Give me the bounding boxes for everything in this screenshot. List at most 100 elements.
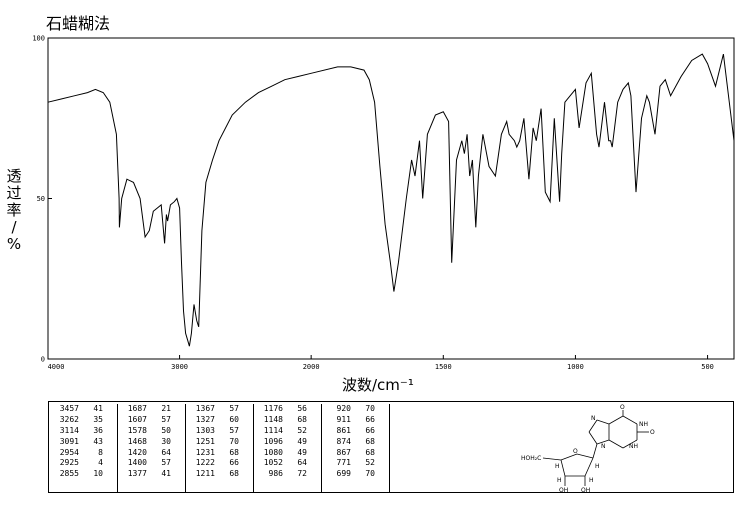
peak-transmittance: 66 xyxy=(365,425,375,435)
chemical-structure: O NH O NH N N O HOH₂C H H H H OH OH xyxy=(521,404,655,492)
peak-table-row: 1578 50 xyxy=(117,426,185,437)
peak-table-row: 1251 70 xyxy=(185,437,253,448)
peak-wavenumber: 1327 xyxy=(195,414,215,424)
y-axis-label: 透过率 /% xyxy=(4,168,24,253)
peak-table-row: 1052 64 xyxy=(253,458,321,469)
peak-wavenumber: 1468 xyxy=(127,436,147,446)
ir-spectrum-chart: 4000 3000 2000 1500 1000 500 0 50 100 xyxy=(32,35,735,372)
y-axis-label-char: / xyxy=(11,218,17,236)
y-axis-label-char: 透 xyxy=(6,167,22,185)
y-tick-label: 50 xyxy=(37,195,45,203)
y-tick-label: 0 xyxy=(41,356,45,364)
spectrum-line xyxy=(47,53,735,347)
peak-table-row: 1114 52 xyxy=(253,426,321,437)
peak-transmittance: 41 xyxy=(161,469,171,479)
peak-transmittance: 70 xyxy=(365,469,375,479)
atom-h2: H xyxy=(595,463,600,470)
peak-table-row: 3457 41 xyxy=(49,404,117,415)
peak-table-row: 3262 35 xyxy=(49,415,117,426)
peak-transmittance: 57 xyxy=(161,414,171,424)
peak-table-row: 1231 68 xyxy=(185,448,253,459)
peak-transmittance: 57 xyxy=(229,425,239,435)
peak-table-row: 920 70 xyxy=(321,404,389,415)
peak-transmittance: 43 xyxy=(93,436,103,446)
peak-table: O NH O NH N N O HOH₂C H H H H OH OH 3457… xyxy=(48,401,734,493)
peak-table-row: 699 70 xyxy=(321,469,389,480)
peak-table-row: 1096 49 xyxy=(253,437,321,448)
peak-transmittance: 41 xyxy=(93,404,103,413)
peak-table-row: 1420 64 xyxy=(117,448,185,459)
peak-transmittance: 57 xyxy=(161,458,171,468)
axis-ticks: 4000 3000 2000 1500 1000 500 0 50 100 xyxy=(32,35,714,372)
peak-wavenumber: 874 xyxy=(336,436,351,446)
peak-transmittance: 64 xyxy=(161,447,171,457)
peak-wavenumber: 1303 xyxy=(195,425,215,435)
peak-table-row: 1327 60 xyxy=(185,415,253,426)
peak-wavenumber: 3457 xyxy=(59,404,79,413)
peak-table-column: 920 70 911 66 861 66 874 68 867 68 771 52 699 70 xyxy=(321,404,390,492)
peak-transmittance: 35 xyxy=(93,414,103,424)
peak-table-row: 3091 43 xyxy=(49,437,117,448)
x-tick-label: 1000 xyxy=(567,363,584,371)
peak-wavenumber: 911 xyxy=(336,414,351,424)
atom-h3: H xyxy=(557,477,562,484)
peak-wavenumber: 1176 xyxy=(263,404,283,413)
peak-wavenumber: 1222 xyxy=(195,458,215,468)
peak-table-row: 1222 66 xyxy=(185,458,253,469)
peak-transmittance: 8 xyxy=(98,447,103,457)
x-tick-label: 3000 xyxy=(171,363,188,371)
peak-table-row: 2954 8 xyxy=(49,448,117,459)
peak-transmittance: 21 xyxy=(161,404,171,413)
atom-nh-bottom: NH xyxy=(629,443,638,450)
atom-h4: H xyxy=(589,477,594,484)
x-tick-label: 500 xyxy=(701,363,714,371)
peak-transmittance: 68 xyxy=(229,447,239,457)
atom-nh-right: NH xyxy=(639,421,648,428)
peak-wavenumber: 3091 xyxy=(59,436,79,446)
peak-wavenumber: 1114 xyxy=(263,425,283,435)
atom-o-top: O xyxy=(620,404,625,411)
peak-transmittance: 60 xyxy=(229,414,239,424)
atom-o-ring: O xyxy=(573,448,578,455)
peak-wavenumber: 2855 xyxy=(59,469,79,479)
peak-wavenumber: 3262 xyxy=(59,414,79,424)
peak-transmittance: 30 xyxy=(161,436,171,446)
peak-wavenumber: 699 xyxy=(336,469,351,479)
atom-n-left: N xyxy=(591,415,596,422)
peak-wavenumber: 1687 xyxy=(127,404,147,413)
peak-transmittance: 49 xyxy=(297,436,307,446)
peak-table-row: 1607 57 xyxy=(117,415,185,426)
atom-hoh2c: HOH₂C xyxy=(521,455,541,462)
peak-transmittance: 36 xyxy=(93,425,103,435)
peak-wavenumber: 2954 xyxy=(59,447,79,457)
peak-wavenumber: 1080 xyxy=(263,447,283,457)
peak-table-row: 874 68 xyxy=(321,437,389,448)
peak-wavenumber: 2925 xyxy=(59,458,79,468)
peak-transmittance: 52 xyxy=(365,458,375,468)
peak-wavenumber: 861 xyxy=(336,425,351,435)
peak-transmittance: 68 xyxy=(365,447,375,457)
peak-transmittance: 66 xyxy=(365,414,375,424)
x-tick-label: 1500 xyxy=(435,363,452,371)
atom-n-bottom: N xyxy=(601,443,606,450)
peak-table-row: 1400 57 xyxy=(117,458,185,469)
peak-table-row: 1687 21 xyxy=(117,404,185,415)
peak-wavenumber: 1148 xyxy=(263,414,283,424)
peak-wavenumber: 867 xyxy=(336,447,351,457)
peak-wavenumber: 920 xyxy=(336,404,351,413)
peak-table-row: 867 68 xyxy=(321,448,389,459)
y-axis-label-char: 过 xyxy=(6,184,22,202)
peak-table-row: 2925 4 xyxy=(49,458,117,469)
peak-table-row: 911 66 xyxy=(321,415,389,426)
peak-table-column: 1687 21 1607 57 1578 50 1468 30 1420 64 1400 57 1377… xyxy=(117,404,186,492)
peak-wavenumber: 3114 xyxy=(59,425,79,435)
atom-oh2: OH xyxy=(581,487,590,492)
peak-transmittance: 68 xyxy=(297,414,307,424)
peak-wavenumber: 1420 xyxy=(127,447,147,457)
peak-transmittance: 70 xyxy=(229,436,239,446)
chart-title: 石蜡糊法 xyxy=(46,14,111,33)
peak-table-row: 2855 10 xyxy=(49,469,117,480)
plot-frame xyxy=(47,37,735,360)
peak-table-row: 1468 30 xyxy=(117,437,185,448)
peak-transmittance: 57 xyxy=(229,404,239,413)
